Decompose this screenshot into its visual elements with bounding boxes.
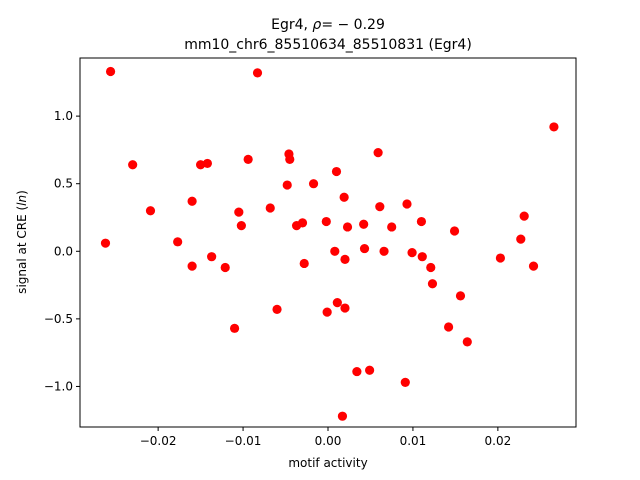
y-tick-label-2: 0.0	[54, 244, 73, 258]
y-axis-label: signal at CRE (ln)	[15, 190, 29, 294]
data-point-57	[519, 211, 529, 221]
x-tick-label-0: −0.02	[140, 434, 177, 448]
data-point-37	[359, 219, 369, 229]
chart-subtitle: mm10_chr6_85510634_85510831 (Egr4)	[184, 37, 472, 53]
plot-area	[79, 57, 577, 428]
data-point-45	[402, 199, 412, 209]
data-point-18	[272, 304, 282, 315]
data-point-7	[187, 196, 197, 206]
x-tick-label-4: 0.02	[485, 434, 512, 448]
y-tick-label-4: 1.0	[54, 109, 73, 123]
data-point-39	[365, 365, 375, 375]
data-point-52	[449, 226, 460, 236]
data-point-33	[340, 254, 350, 264]
data-point-3	[100, 238, 111, 248]
y-tick-label-3: 0.5	[54, 177, 73, 191]
data-point-15	[236, 221, 246, 231]
data-point-4	[128, 160, 138, 170]
x-axis-label: motif activity	[288, 456, 367, 470]
x-tick-label-1: −0.01	[225, 434, 262, 448]
x-tick-label-2: 0.00	[315, 434, 342, 448]
data-point-34	[340, 303, 350, 313]
y-axis-ticks: −1.0 −0.5 0.0 0.5 1.0	[44, 109, 80, 393]
data-point-42	[379, 246, 389, 256]
data-point-30	[332, 298, 342, 308]
y-tick-label-0: −1.0	[44, 379, 73, 393]
data-point-40	[373, 148, 383, 158]
data-point-25	[308, 179, 319, 189]
data-point-50	[427, 279, 438, 289]
data-point-12	[220, 262, 230, 273]
data-point-48	[417, 252, 427, 262]
data-point-13	[229, 323, 240, 333]
x-tick-label-3: 0.01	[400, 434, 427, 448]
data-point-5	[145, 206, 156, 216]
data-point-43	[387, 222, 397, 232]
data-point-53	[455, 291, 466, 301]
data-point-38	[359, 243, 370, 254]
data-point-31	[337, 411, 348, 421]
data-point-35	[342, 222, 353, 232]
data-point-8	[187, 261, 197, 271]
data-point-32	[339, 192, 349, 202]
data-point-55	[495, 253, 506, 263]
data-point-17	[265, 203, 275, 213]
points-layer	[100, 66, 559, 421]
data-point-36	[352, 366, 362, 377]
data-point-47	[416, 216, 427, 227]
data-point-11	[207, 252, 217, 262]
data-point-27	[322, 307, 332, 317]
data-point-51	[444, 322, 454, 332]
data-point-44	[400, 377, 410, 387]
data-point-56	[516, 234, 526, 244]
data-point-41	[375, 202, 385, 212]
data-point-49	[426, 262, 436, 273]
data-point-14	[234, 207, 244, 217]
data-point-54	[462, 337, 472, 347]
chart-title: Egr4, ρ= − 0.29	[271, 17, 385, 33]
data-point-24	[299, 258, 309, 269]
x-axis-ticks: −0.02 −0.01 0.00 0.01 0.02	[140, 427, 511, 448]
data-point-0	[105, 66, 116, 77]
data-point-6	[173, 237, 183, 247]
data-point-16	[243, 154, 253, 164]
data-point-10	[202, 158, 212, 169]
data-point-26	[321, 216, 331, 227]
data-point-19	[282, 180, 292, 190]
data-point-58	[528, 261, 539, 271]
data-point-46	[407, 248, 417, 258]
data-point-23	[297, 218, 308, 228]
data-point-1	[252, 68, 263, 78]
data-point-29	[331, 166, 342, 177]
data-point-21	[285, 154, 295, 164]
data-point-2	[549, 122, 559, 132]
data-point-28	[330, 246, 340, 256]
y-tick-label-1: −0.5	[44, 312, 73, 326]
